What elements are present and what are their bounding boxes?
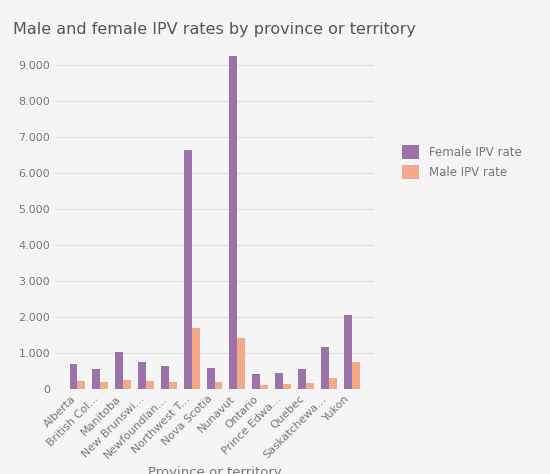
Title: Male and female IPV rates by province or territory: Male and female IPV rates by province or…: [13, 21, 416, 36]
Bar: [69, 364, 78, 389]
Bar: [344, 315, 351, 389]
Bar: [100, 383, 108, 389]
Bar: [206, 368, 214, 389]
Bar: [214, 382, 223, 389]
Bar: [260, 385, 268, 389]
Bar: [229, 56, 238, 389]
Bar: [123, 380, 131, 389]
Legend: Female IPV rate, Male IPV rate: Female IPV rate, Male IPV rate: [396, 138, 527, 185]
Bar: [275, 373, 283, 389]
Bar: [92, 369, 100, 389]
Bar: [78, 382, 85, 389]
Bar: [146, 381, 154, 389]
Bar: [321, 346, 329, 389]
Bar: [351, 362, 360, 389]
Bar: [184, 150, 191, 389]
Bar: [138, 363, 146, 389]
X-axis label: Province or territory: Province or territory: [147, 466, 282, 474]
Bar: [115, 352, 123, 389]
Bar: [329, 378, 337, 389]
Bar: [252, 374, 260, 389]
Bar: [283, 384, 291, 389]
Bar: [169, 382, 177, 389]
Bar: [298, 369, 306, 389]
Bar: [238, 337, 245, 389]
Bar: [161, 365, 169, 389]
Bar: [306, 383, 314, 389]
Bar: [191, 328, 200, 389]
